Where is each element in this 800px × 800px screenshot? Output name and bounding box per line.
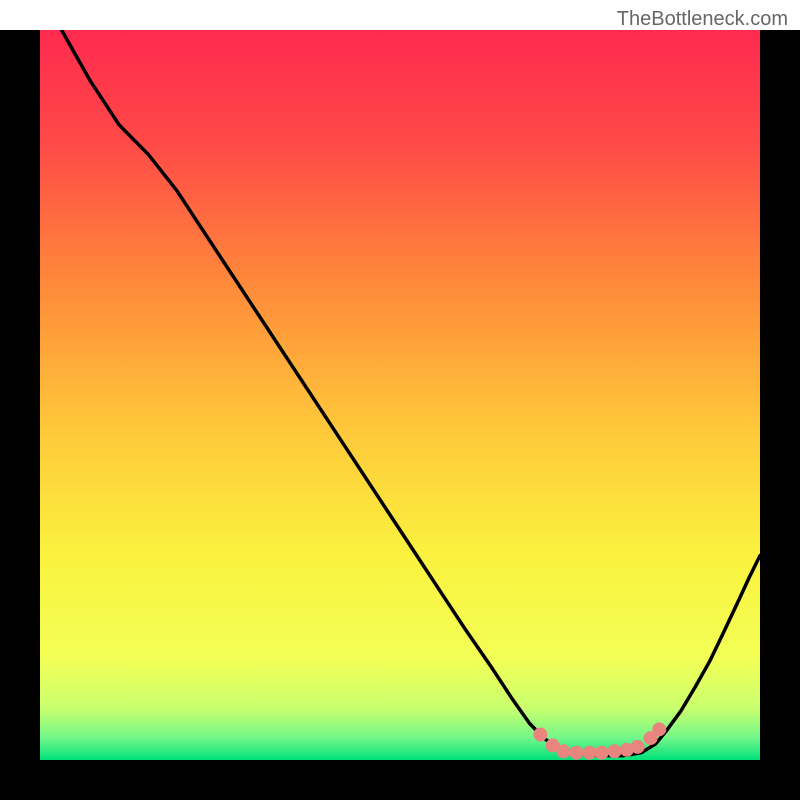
optimal-range-dots (40, 30, 760, 760)
plot-area (40, 30, 760, 760)
chart-outer-frame (0, 30, 800, 800)
chart-container: TheBottleneck.com (0, 0, 800, 800)
watermark-text: TheBottleneck.com (617, 8, 788, 31)
